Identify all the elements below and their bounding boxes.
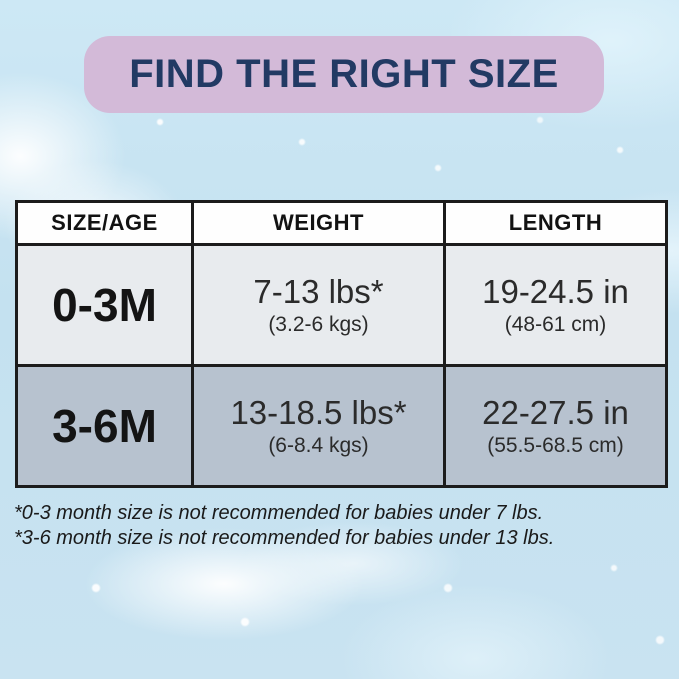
length-value-0-3m: 19-24.5 in [482,272,629,310]
page-title: FIND THE RIGHT SIZE [129,52,559,96]
size-chart-table: SIZE/AGE WEIGHT LENGTH 0-3M 7-13 lbs* (3… [15,200,668,488]
length-metric-0-3m: (48-61 cm) [504,313,607,337]
title-banner: FIND THE RIGHT SIZE [84,36,604,113]
cell-weight-0-3m: 7-13 lbs* (3.2-6 kgs) [191,243,446,367]
length-metric-3-6m: (55.5-68.5 cm) [487,434,624,458]
cell-size-3-6m: 3-6M [15,364,194,488]
column-header-size-age: SIZE/AGE [15,200,194,246]
weight-metric-0-3m: (3.2-6 kgs) [268,313,369,337]
table-row-0-3m: 0-3M 7-13 lbs* (3.2-6 kgs) 19-24.5 in (4… [15,243,668,367]
table-row-3-6m: 3-6M 13-18.5 lbs* (6-8.4 kgs) 22-27.5 in… [15,364,668,488]
footnote-0-3m: *0-3 month size is not recommended for b… [14,502,544,524]
cell-length-0-3m: 19-24.5 in (48-61 cm) [443,243,668,367]
column-header-length: LENGTH [443,200,668,246]
footnotes: *0-3 month size is not recommended for b… [14,501,664,551]
column-header-weight: WEIGHT [191,200,446,246]
cell-size-0-3m: 0-3M [15,243,194,367]
footnote-3-6m: *3-6 month size is not recommended for b… [14,527,555,549]
cell-weight-3-6m: 13-18.5 lbs* (6-8.4 kgs) [191,364,446,488]
weight-value-0-3m: 7-13 lbs* [253,272,384,310]
cell-length-3-6m: 22-27.5 in (55.5-68.5 cm) [443,364,668,488]
weight-metric-3-6m: (6-8.4 kgs) [268,434,369,458]
weight-value-3-6m: 13-18.5 lbs* [230,393,407,431]
length-value-3-6m: 22-27.5 in [482,393,629,431]
header-row: SIZE/AGE WEIGHT LENGTH [15,200,668,246]
